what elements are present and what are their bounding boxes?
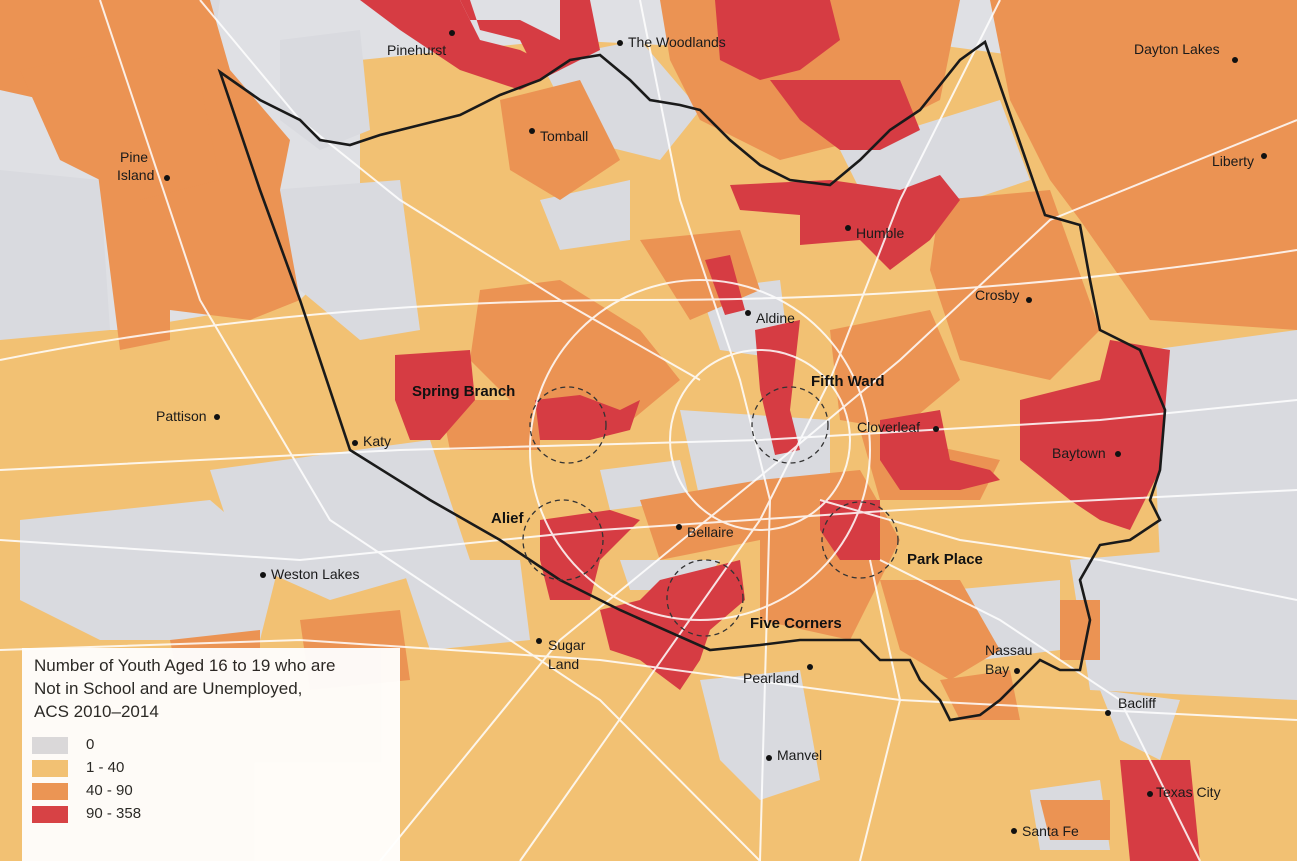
- santa-fe-dot: [1011, 828, 1017, 834]
- city-labels: Pinehurst The Woodlands Dayton Lakes Tom…: [117, 34, 1254, 839]
- city-label-tomball: Tomball: [540, 128, 588, 144]
- area-label-alief: Alief: [491, 510, 525, 527]
- city-label-liberty: Liberty: [1212, 153, 1254, 169]
- sugar-land-dot: [536, 638, 542, 644]
- city-label-texas-city: Texas City: [1156, 784, 1221, 800]
- katy-dot: [352, 440, 358, 446]
- bacliff-dot: [1105, 710, 1111, 716]
- legend-title-line-3: ACS 2010–2014: [34, 702, 159, 721]
- fifth-ward-ring: [751, 386, 829, 464]
- crosby-dot: [1026, 297, 1032, 303]
- city-label-pinehurst: Pinehurst: [387, 42, 446, 58]
- city-label-woodlands: The Woodlands: [628, 34, 726, 50]
- area-label-fifth-ward: Fifth Ward: [811, 373, 885, 390]
- humble-dot: [845, 225, 851, 231]
- legend-label-high: 90 - 358: [86, 805, 142, 822]
- city-label-crosby: Crosby: [975, 287, 1019, 303]
- legend-title: Number of Youth Aged 16 to 19 who are No…: [34, 654, 394, 723]
- legend-label-zero: 0: [86, 736, 95, 753]
- city-label-humble: Humble: [856, 225, 904, 241]
- city-label-bay: Bay: [985, 661, 1009, 677]
- city-label-katy: Katy: [363, 433, 391, 449]
- city-label-pearland: Pearland: [743, 670, 799, 686]
- area-label-park-place: Park Place: [907, 551, 983, 568]
- pattison-dot: [214, 414, 220, 420]
- legend-swatch-mid: [32, 783, 68, 800]
- bellaire-dot: [676, 524, 682, 530]
- area-labels: Spring Branch Fifth Ward Alief Park Plac…: [412, 373, 983, 632]
- city-label-baytown: Baytown: [1052, 445, 1106, 461]
- nassau-bay-dot: [1014, 668, 1020, 674]
- city-label-bellaire: Bellaire: [687, 524, 734, 540]
- city-label-manvel: Manvel: [777, 747, 822, 763]
- area-label-five-corners: Five Corners: [750, 615, 842, 632]
- manvel-dot: [766, 755, 772, 761]
- legend-swatch-low: [32, 760, 68, 777]
- liberty-dot: [1261, 153, 1267, 159]
- legend-swatch-zero: [32, 737, 68, 754]
- city-label-bacliff: Bacliff: [1118, 695, 1156, 711]
- city-label-island: Island: [117, 167, 154, 183]
- map-legend: Number of Youth Aged 16 to 19 who are No…: [22, 648, 400, 861]
- city-label-weston: Weston Lakes: [271, 566, 359, 582]
- pinehurst-dot: [449, 30, 455, 36]
- spring-branch-ring: [529, 386, 607, 464]
- park-place-ring: [821, 501, 899, 579]
- dayton-dot: [1232, 57, 1238, 63]
- city-markers: [164, 30, 1267, 834]
- aldine-dot: [745, 310, 751, 316]
- city-label-pine: Pine: [120, 149, 148, 165]
- pearland-dot: [807, 664, 813, 670]
- city-label-dayton: Dayton Lakes: [1134, 41, 1220, 57]
- weston-dot: [260, 572, 266, 578]
- city-label-land: Land: [548, 656, 579, 672]
- focus-circles: [522, 386, 899, 637]
- city-label-aldine: Aldine: [756, 310, 795, 326]
- city-label-pattison: Pattison: [156, 408, 207, 424]
- city-label-cloverleaf: Cloverleaf: [857, 419, 920, 435]
- baytown-dot: [1115, 451, 1121, 457]
- tomball-dot: [529, 128, 535, 134]
- city-label-nassau: Nassau: [985, 642, 1032, 658]
- alief-ring: [522, 499, 604, 581]
- legend-title-line-2: Not in School and are Unemployed,: [34, 679, 303, 698]
- area-label-spring-branch: Spring Branch: [412, 383, 515, 400]
- legend-label-mid: 40 - 90: [86, 782, 133, 799]
- woodlands-dot: [617, 40, 623, 46]
- pine-island-dot: [164, 175, 170, 181]
- city-label-santa-fe: Santa Fe: [1022, 823, 1079, 839]
- legend-title-line-1: Number of Youth Aged 16 to 19 who are: [34, 656, 336, 675]
- texas-city-dot: [1147, 791, 1153, 797]
- county-boundary: [217, 39, 1167, 722]
- legend-label-low: 1 - 40: [86, 759, 125, 776]
- cloverleaf-dot: [933, 426, 939, 432]
- five-corners-ring: [666, 559, 744, 637]
- city-label-sugar: Sugar: [548, 637, 586, 653]
- legend-swatch-high: [32, 806, 68, 823]
